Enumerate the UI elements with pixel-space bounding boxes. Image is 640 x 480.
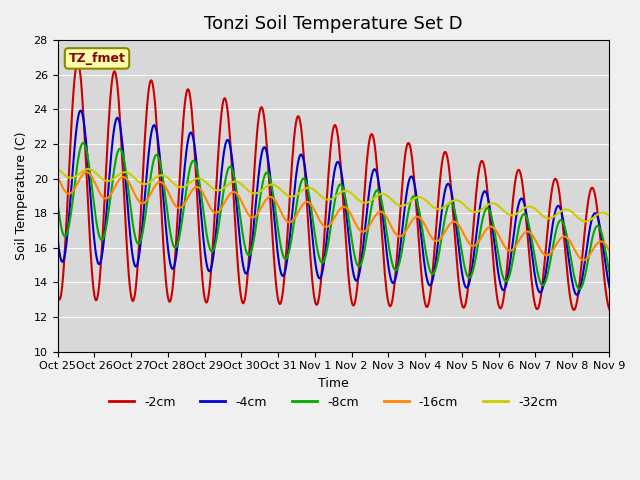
Line: -16cm: -16cm	[58, 172, 640, 265]
-2cm	[124, 251, 131, 256]
Line: -4cm: -4cm	[58, 110, 640, 297]
Line: -8cm: -8cm	[58, 143, 640, 293]
-32cm	[282, 192, 290, 197]
Line: -2cm: -2cm	[58, 62, 640, 311]
-16cm	[260, 199, 268, 205]
-2cm	[54, 291, 61, 297]
-32cm	[260, 186, 268, 192]
-4cm	[283, 260, 291, 265]
-2cm	[232, 224, 239, 230]
-8cm	[124, 179, 131, 184]
-2cm	[413, 215, 421, 220]
Legend: -2cm, -4cm, -8cm, -16cm, -32cm: -2cm, -4cm, -8cm, -16cm, -32cm	[104, 391, 563, 414]
-4cm	[260, 144, 268, 150]
-4cm	[124, 198, 131, 204]
-4cm	[54, 234, 61, 240]
-32cm	[413, 195, 420, 201]
-16cm	[283, 218, 291, 224]
-8cm	[446, 199, 454, 205]
-16cm	[232, 190, 239, 195]
Title: Tonzi Soil Temperature Set D: Tonzi Soil Temperature Set D	[204, 15, 463, 33]
-32cm	[54, 166, 61, 171]
-32cm	[619, 222, 627, 228]
-2cm	[607, 308, 614, 313]
-2cm	[446, 175, 454, 180]
-16cm	[54, 174, 61, 180]
-8cm	[283, 255, 291, 261]
-16cm	[616, 262, 624, 268]
-8cm	[413, 199, 421, 204]
-16cm	[446, 221, 454, 227]
-4cm	[446, 184, 454, 190]
-2cm	[260, 118, 268, 123]
-32cm	[123, 169, 131, 175]
-4cm	[609, 294, 617, 300]
-16cm	[83, 169, 90, 175]
Text: TZ_fmet: TZ_fmet	[68, 52, 125, 65]
-8cm	[79, 140, 86, 146]
-16cm	[413, 214, 421, 219]
-8cm	[54, 199, 61, 205]
-8cm	[260, 173, 268, 179]
-8cm	[232, 180, 239, 186]
-4cm	[413, 198, 421, 204]
Y-axis label: Soil Temperature (C): Soil Temperature (C)	[15, 132, 28, 260]
Line: -32cm: -32cm	[58, 168, 640, 225]
-4cm	[232, 188, 239, 193]
-2cm	[283, 242, 291, 248]
-4cm	[77, 108, 84, 113]
-32cm	[231, 179, 239, 184]
X-axis label: Time: Time	[318, 377, 349, 390]
-2cm	[74, 60, 81, 65]
-32cm	[445, 200, 453, 206]
-16cm	[124, 177, 131, 182]
-8cm	[612, 290, 620, 296]
